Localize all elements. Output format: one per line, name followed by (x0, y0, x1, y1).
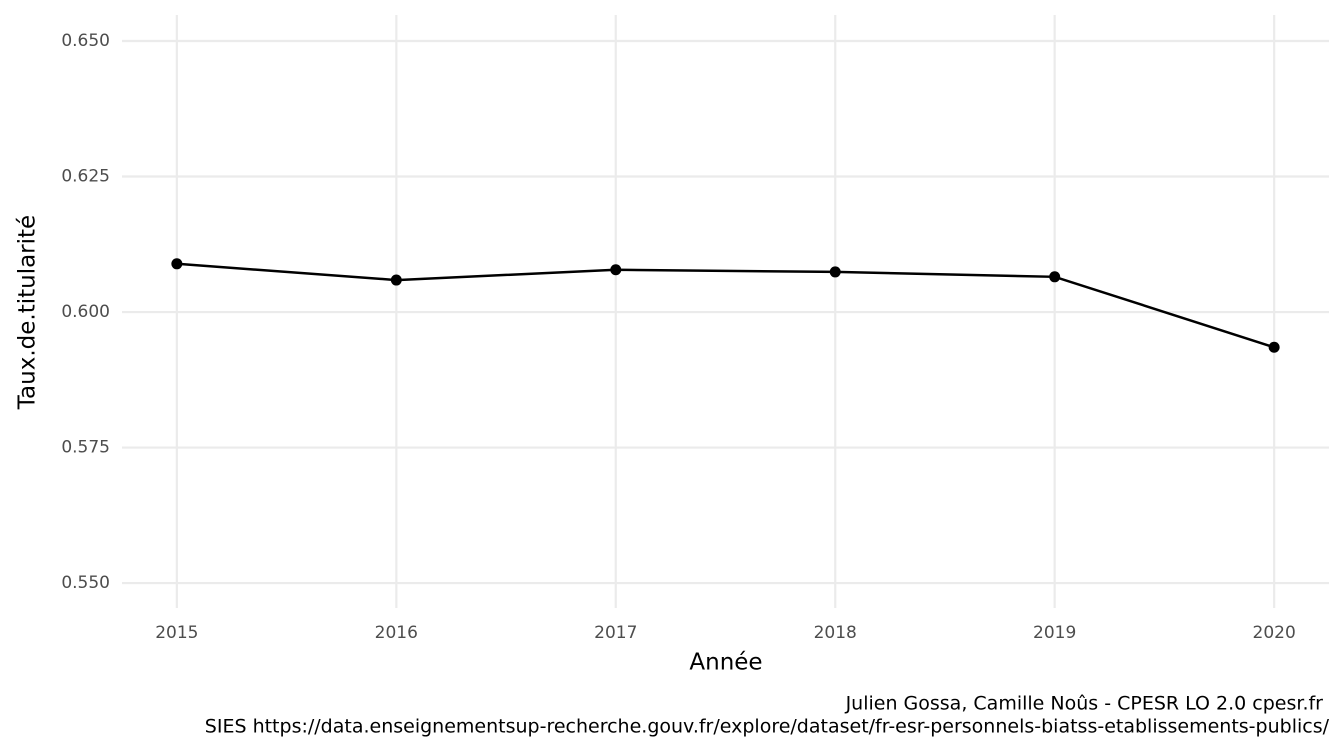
y-tick-label: 0.575 (61, 438, 110, 458)
y-tick-label: 0.625 (61, 167, 110, 187)
caption: SIES https://data.enseignementsup-recher… (205, 716, 1330, 738)
y-tick-label: 0.550 (61, 573, 110, 593)
x-tick-label: 2015 (155, 623, 198, 643)
point (1268, 341, 1280, 353)
y-tick-label: 0.650 (61, 31, 110, 51)
x-tick-label: 2019 (1033, 623, 1076, 643)
point (829, 266, 841, 278)
caption: Julien Gossa, Camille Noûs - CPESR LO 2.… (845, 693, 1324, 715)
line (176, 262, 1275, 349)
x-tick-label: 2016 (375, 623, 418, 643)
y-tick-label: 0.600 (61, 302, 110, 322)
point (171, 258, 183, 270)
y-axis-title: Taux.de.titularité (15, 215, 41, 410)
x-tick-label: 2018 (814, 623, 857, 643)
point (1049, 271, 1061, 283)
point (390, 274, 402, 286)
x-axis-title: Année (689, 650, 762, 676)
point (610, 264, 622, 276)
x-tick-label: 2017 (594, 623, 637, 643)
x-tick-label: 2020 (1253, 623, 1296, 643)
